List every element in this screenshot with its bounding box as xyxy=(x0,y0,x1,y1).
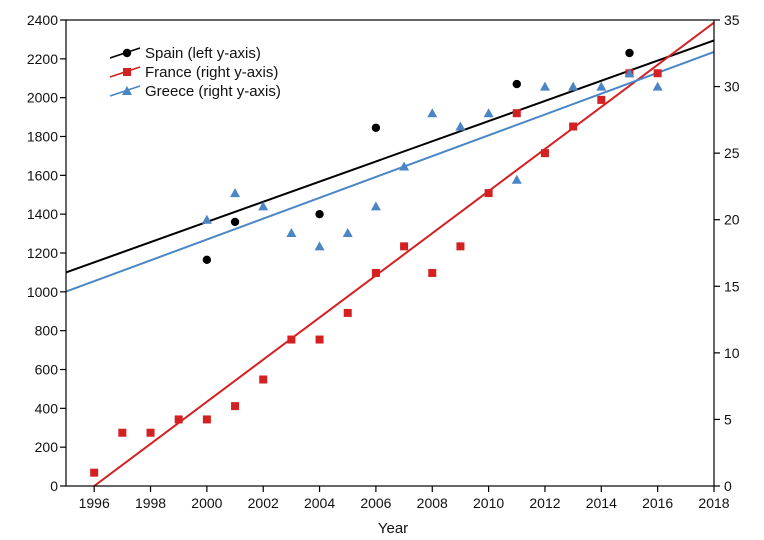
greece-point xyxy=(370,201,381,211)
france-point xyxy=(512,109,521,118)
france-point xyxy=(540,149,549,158)
x-tick-label: 2014 xyxy=(586,495,617,511)
greece-point xyxy=(258,201,269,211)
x-tick-label: 2002 xyxy=(248,495,279,511)
greece-point xyxy=(342,228,353,238)
legend-france-label: France (right y-axis) xyxy=(145,64,278,81)
y-right-tick-label: 15 xyxy=(724,278,740,294)
spain-point xyxy=(625,48,634,58)
france-point xyxy=(371,268,380,277)
y-left-tick-label: 1000 xyxy=(27,284,58,300)
y-left-tick-label: 1200 xyxy=(27,245,58,261)
x-tick-label: 2000 xyxy=(191,495,222,511)
legend-greece-label: Greece (right y-axis) xyxy=(145,83,281,100)
spain-point xyxy=(202,255,212,264)
y-right-tick-label: 0 xyxy=(724,478,732,494)
france-point xyxy=(146,428,155,437)
france-point xyxy=(484,189,493,198)
france-point xyxy=(174,415,183,424)
france-point xyxy=(90,468,99,477)
france-point xyxy=(428,268,437,277)
france-point xyxy=(315,335,324,344)
x-tick-label: 2010 xyxy=(473,495,504,511)
y-left-tick-label: 2200 xyxy=(27,51,58,67)
greece-point xyxy=(427,108,438,118)
y-left-tick-label: 0 xyxy=(50,478,58,494)
legend-spain-marker xyxy=(122,48,132,58)
y-left-tick-label: 600 xyxy=(35,362,59,378)
axis-ticks: 1996 1998 2000 2002 2004 2006 2008 2010 2012 2014… xyxy=(27,12,740,511)
spain-point xyxy=(371,123,381,132)
greece-point xyxy=(596,81,607,91)
y-right-tick-label: 20 xyxy=(724,212,740,228)
legend-greece-marker xyxy=(122,86,132,95)
legend: Spain (left y-axis) France (right y-axis)… xyxy=(109,45,281,100)
france-point xyxy=(343,308,352,317)
france-point xyxy=(118,428,127,437)
x-tick-label: 2018 xyxy=(698,495,729,511)
plot-marks xyxy=(66,21,714,486)
y-right-tick-label: 5 xyxy=(724,411,732,427)
france-point xyxy=(597,95,606,104)
x-tick-label: 2016 xyxy=(642,495,673,511)
spain-point xyxy=(512,79,521,89)
greece-point xyxy=(483,108,494,118)
france-point xyxy=(400,242,409,251)
x-tick-label: 1998 xyxy=(135,495,166,511)
spain-trend-line xyxy=(66,39,714,274)
y-left-tick-label: 1800 xyxy=(27,129,58,145)
y-right-tick-label: 25 xyxy=(724,145,740,161)
y-left-tick-label: 2000 xyxy=(27,90,58,106)
spain-point xyxy=(230,217,240,227)
france-point xyxy=(287,335,296,344)
greece-point xyxy=(314,241,325,251)
france-trend-line xyxy=(93,21,714,486)
greece-trend-line xyxy=(66,51,714,293)
greece-point xyxy=(201,214,212,224)
y-right-tick-label: 35 xyxy=(724,12,740,28)
france-point xyxy=(202,415,211,424)
greece-point xyxy=(624,68,635,78)
spain-point xyxy=(315,209,324,219)
x-tick-label: 2006 xyxy=(360,495,391,511)
greece-point xyxy=(230,188,241,198)
y-left-tick-label: 800 xyxy=(35,323,59,339)
france-point xyxy=(653,69,662,78)
y-right-tick-label: 30 xyxy=(724,79,740,95)
y-left-tick-label: 1600 xyxy=(27,167,58,183)
x-axis-title: Year xyxy=(378,520,408,537)
y-left-tick-label: 400 xyxy=(35,400,59,416)
greece-point xyxy=(511,174,522,184)
greece-point xyxy=(455,121,466,131)
legend-spain-label: Spain (left y-axis) xyxy=(145,45,261,62)
y-left-tick-label: 2400 xyxy=(27,12,58,28)
greece-point xyxy=(399,161,410,171)
x-tick-label: 1996 xyxy=(79,495,110,511)
greece-point xyxy=(539,81,550,91)
france-point xyxy=(456,242,465,251)
y-left-tick-label: 200 xyxy=(35,439,59,455)
x-tick-label: 2008 xyxy=(417,495,448,511)
legend-france-marker xyxy=(123,68,131,76)
greece-point xyxy=(286,228,297,238)
france-point xyxy=(569,122,578,131)
france-point xyxy=(231,402,240,411)
x-tick-label: 2012 xyxy=(529,495,560,511)
y-right-tick-label: 10 xyxy=(724,345,740,361)
greece-point xyxy=(568,81,579,91)
y-left-tick-label: 1400 xyxy=(27,206,58,222)
france-point xyxy=(259,375,268,384)
x-tick-label: 2004 xyxy=(304,495,335,511)
greece-point xyxy=(652,81,663,91)
